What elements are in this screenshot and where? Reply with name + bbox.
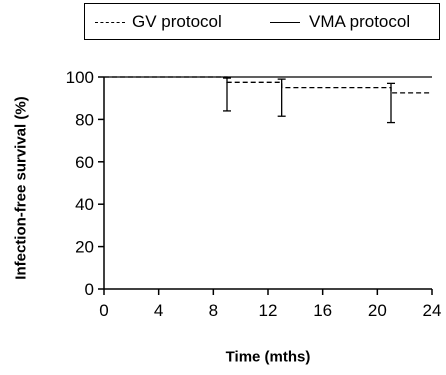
error-bar-2 (387, 82, 395, 124)
error-bar-0 (223, 77, 231, 112)
series-line-gv (104, 76, 432, 94)
y-tick-label-60: 60 (75, 153, 94, 172)
error-bar-1 (277, 78, 286, 117)
x-tick-label-8: 8 (209, 301, 218, 320)
legend-label-gv: GV protocol (132, 12, 222, 31)
x-tick-label-24: 24 (423, 301, 442, 320)
x-tick-label-12: 12 (259, 301, 278, 320)
y-axis-title: Infection-free survival (%) (12, 96, 30, 280)
y-tick-label-40: 40 (75, 195, 94, 214)
y-tick-label-0: 0 (85, 280, 94, 299)
legend-swatch-vma (270, 22, 300, 23)
y-tick-label-80: 80 (75, 110, 94, 129)
x-tick-label-0: 0 (99, 301, 108, 320)
legend-swatch-gv (95, 22, 125, 23)
legend-label-vma: VMA protocol (309, 12, 411, 31)
legend: GV protocol VMA protocol (84, 3, 440, 40)
x-tick-label-16: 16 (313, 301, 332, 320)
x-tick-label-4: 4 (154, 301, 163, 320)
x-axis-title: Time (mths) (225, 348, 311, 366)
x-tick-label-20: 20 (368, 301, 387, 320)
series-layer (104, 76, 432, 124)
axes: 0 20 40 60 80 100 0 4 8 12 16 20 24 (66, 68, 442, 320)
y-tick-label-100: 100 (66, 68, 94, 87)
y-tick-label-20: 20 (75, 238, 94, 257)
